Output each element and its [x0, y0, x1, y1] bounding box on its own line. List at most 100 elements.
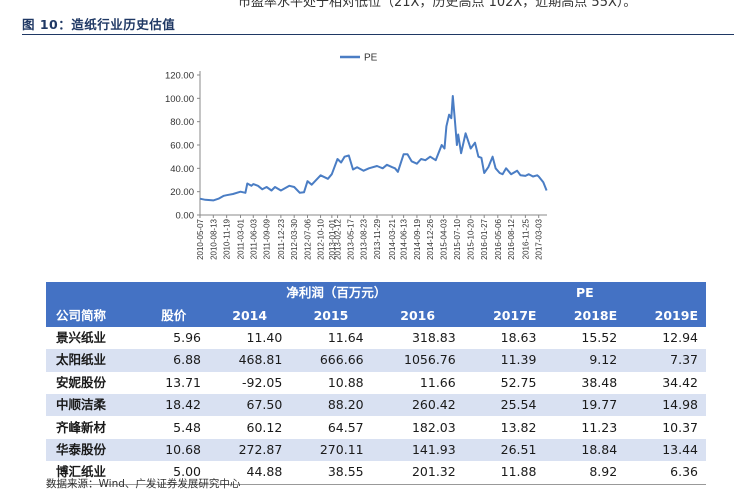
net-profit-2015: 11.64	[327, 329, 364, 345]
net-profit-2016: 318.83	[411, 329, 456, 345]
table-group-header-row: 净利润（百万元） PE	[46, 282, 706, 305]
net-profit-2015: 10.88	[327, 374, 364, 390]
preceding-text-line: 市盈率水平处于相对低位（21X，历史高点 102X，近期高点 55X）。	[238, 0, 637, 10]
column-header-2018e: 2018E	[573, 307, 618, 323]
y-tick-label: 120.00	[165, 71, 194, 82]
data-source-note: 数据来源：Wind、广发证券发展研究中心	[46, 478, 241, 490]
x-tick-label: 2010-05-07	[196, 218, 205, 259]
net-profit-2014: 60.12	[246, 419, 283, 435]
x-tick-label: 2015-07-10	[453, 218, 462, 259]
company-name: 齐峰新材	[56, 419, 107, 435]
column-header-company: 公司简称	[56, 307, 107, 323]
company-name: 中顺洁柔	[56, 397, 107, 413]
pe-2019e: 7.37	[670, 352, 698, 368]
stock-price: 10.68	[165, 441, 202, 457]
pe-2018e: 15.52	[581, 329, 618, 345]
stock-price: 18.42	[165, 397, 202, 413]
table-row: 华泰股份 10.68 272.87 270.11 141.93 26.51 18…	[46, 438, 706, 462]
y-tick-label: 0.00	[176, 211, 195, 222]
x-tick-label: 2012-03-30	[290, 218, 299, 259]
x-tick-label: 2016-11-25	[521, 218, 530, 259]
net-profit-2014: 44.88	[246, 464, 283, 480]
table-row: 中顺洁柔 18.42 67.50 88.20 260.42 25.54 19.7…	[46, 393, 706, 417]
pe-2018e: 11.23	[581, 419, 618, 435]
pe-2017e: 25.54	[500, 397, 537, 413]
y-tick-label: 80.00	[170, 117, 194, 128]
net-profit-2016: 201.32	[411, 464, 456, 480]
stock-price: 6.88	[173, 352, 202, 368]
x-tick-label: 2013-02-12	[334, 218, 343, 259]
pe-2019e: 34.42	[662, 374, 698, 390]
net-profit-2014: 11.40	[246, 329, 283, 345]
table-row: 太阳纸业 6.88 468.81 666.66 1056.76 11.39 9.…	[46, 349, 706, 372]
x-tick-label: 2015-10-20	[467, 218, 476, 259]
x-tick-label: 2013-01-01	[328, 218, 337, 259]
table-group-header-blank	[139, 282, 209, 304]
x-tick-label: 2016-05-06	[494, 218, 503, 259]
stock-price: 5.48	[173, 419, 202, 435]
x-tick-label: 2015-04-03	[440, 218, 449, 259]
y-tick-label: 60.00	[170, 141, 194, 152]
table-row: 安妮股份 13.71 -92.05 10.88 11.66 52.75 38.4…	[46, 371, 706, 394]
legend-label: PE	[364, 53, 378, 64]
pe-2018e: 38.48	[581, 374, 618, 390]
net-profit-2015: 666.66	[319, 352, 364, 368]
net-profit-2016: 141.93	[411, 441, 456, 457]
net-profit-2014: 468.81	[238, 352, 283, 368]
x-tick-label: 2014-06-13	[400, 218, 409, 259]
x-tick-label: 2010-08-13	[209, 218, 218, 259]
column-header-2014: 2014	[232, 307, 268, 323]
net-profit-2016: 1056.76	[404, 352, 456, 368]
table-row: 齐峰新材 5.48 60.12 64.57 182.03 13.82 11.23…	[46, 416, 706, 439]
valuation-table: 净利润（百万元） PE 公司简称 股价 2014 2015 2016 2017E…	[46, 282, 706, 485]
x-tick-label: 2011-12-23	[277, 218, 286, 259]
x-tick-label: 2010-11-19	[223, 218, 232, 259]
net-profit-2015: 270.11	[319, 441, 364, 457]
pe-group-header: PE	[576, 285, 594, 301]
pe-series-line	[199, 95, 548, 202]
x-tick-label: 2014-09-19	[413, 218, 422, 259]
figure-title: 图 10：造纸行业历史估值	[22, 17, 176, 32]
pe-2017e: 11.88	[500, 464, 537, 480]
table-row: 景兴纸业 5.96 11.40 11.64 318.83 18.63 15.52…	[46, 326, 706, 350]
column-header-2017e: 2017E	[493, 307, 537, 323]
title-divider	[22, 34, 734, 35]
table-row: 博汇纸业 5.00 44.88 38.55 201.32 11.88 8.92 …	[46, 461, 706, 485]
x-tick-label: 2011-03-01	[237, 218, 246, 259]
x-tick-label: 2013-08-23	[360, 218, 369, 259]
net-profit-2014: 67.50	[246, 397, 283, 413]
company-name: 太阳纸业	[56, 352, 107, 368]
x-tick-label: 2014-03-21	[388, 218, 397, 259]
y-tick-label: 100.00	[165, 94, 194, 105]
x-tick-label: 2016-01-27	[480, 218, 489, 259]
pe-2017e: 26.51	[500, 441, 537, 457]
y-tick-label: 40.00	[170, 164, 194, 175]
x-tick-label: 2014-12-26	[426, 218, 435, 259]
x-tick-label: 2012-10-10	[317, 218, 326, 259]
company-name: 博汇纸业	[56, 464, 107, 480]
pe-2019e: 12.94	[662, 329, 698, 345]
company-name: 景兴纸业	[56, 329, 107, 345]
x-tick-label: 2011-06-03	[249, 218, 258, 259]
pe-2017e: 52.75	[500, 374, 537, 390]
net-profit-2014: 272.87	[238, 441, 283, 457]
net-profit-2016: 260.42	[411, 397, 456, 413]
pe-2018e: 9.12	[589, 352, 618, 368]
pe-2017e: 18.63	[500, 329, 537, 345]
x-tick-label: 2012-07-06	[304, 218, 313, 259]
pe-2019e: 6.36	[670, 464, 698, 480]
net-profit-2015: 88.20	[327, 397, 364, 413]
pe-2017e: 11.39	[500, 352, 537, 368]
x-tick-label: 2011-09-09	[263, 218, 272, 259]
x-tick-label: 2016-08-12	[507, 218, 516, 259]
net-profit-2015: 64.57	[327, 419, 364, 435]
net-profit-group-header: 净利润（百万元）	[286, 285, 387, 301]
column-header-price: 股价	[161, 307, 187, 323]
table-column-header-row: 公司简称 股价 2014 2015 2016 2017E 2018E 2019E	[46, 304, 706, 327]
table-group-header-blank	[46, 282, 139, 304]
column-header-2015: 2015	[313, 307, 349, 323]
net-profit-2016: 11.66	[419, 374, 456, 390]
pe-line-chart: 0.00 20.00 40.00 60.00 80.00 100.00 120.00 2010…	[165, 53, 548, 260]
company-name: 安妮股份	[56, 374, 107, 390]
net-profit-2016: 182.03	[411, 419, 456, 435]
